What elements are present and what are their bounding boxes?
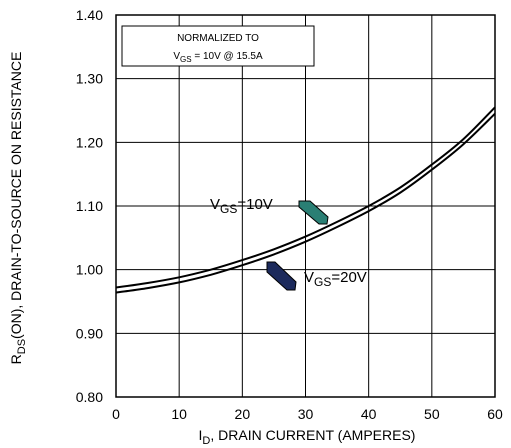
y-tick-labels: 0.80 0.90 1.00 1.10 1.20 1.30 1.40 [76, 7, 103, 405]
plot-frame [115, 14, 496, 398]
series-label-vgs-20v: VGS=20V [266, 261, 367, 291]
x-axis-label: ID, DRAIN CURRENT (AMPERES) [199, 427, 416, 447]
note-line-2: VGS = 10V @ 15.5A [173, 51, 263, 64]
x-tick-label: 60 [487, 406, 503, 422]
series-label-vgs-10v: VGS=10V [210, 196, 329, 225]
y-tick-label: 1.10 [76, 198, 103, 214]
x-tick-label: 10 [171, 406, 187, 422]
y-tick-label: 1.30 [76, 71, 103, 87]
series-arrow-vgs-10v [298, 200, 329, 225]
y-tick-label: 1.40 [76, 7, 103, 23]
series-line-0 [115, 106, 496, 289]
series-label-vgs-10v-text: VGS=10V [210, 196, 273, 216]
x-tick-label: 30 [298, 406, 314, 422]
note-line-1: NORMALIZED TO [177, 33, 259, 44]
series-layer [115, 106, 496, 294]
series-label-vgs-20v-text: VGS=20V [304, 269, 367, 289]
grid [116, 15, 495, 397]
x-tick-label: 20 [235, 406, 251, 422]
x-tick-label: 0 [112, 406, 120, 422]
y-tick-label: 1.20 [76, 134, 103, 150]
y-axis-label: RDS(ON), DRAIN-TO-SOURCE ON RESISTANCE [8, 52, 28, 365]
y-tick-label: 0.90 [76, 325, 103, 341]
x-tick-labels: 0 10 20 30 40 50 60 [112, 406, 503, 422]
x-tick-label: 50 [424, 406, 440, 422]
normalization-note: NORMALIZED TO VGS = 10V @ 15.5A [121, 25, 315, 67]
note-box [121, 25, 315, 67]
series-arrow-vgs-20v [266, 261, 297, 291]
x-tick-label: 40 [361, 406, 377, 422]
series-line-1 [115, 112, 496, 294]
y-tick-label: 0.80 [76, 389, 103, 405]
y-tick-label: 1.00 [76, 262, 103, 278]
